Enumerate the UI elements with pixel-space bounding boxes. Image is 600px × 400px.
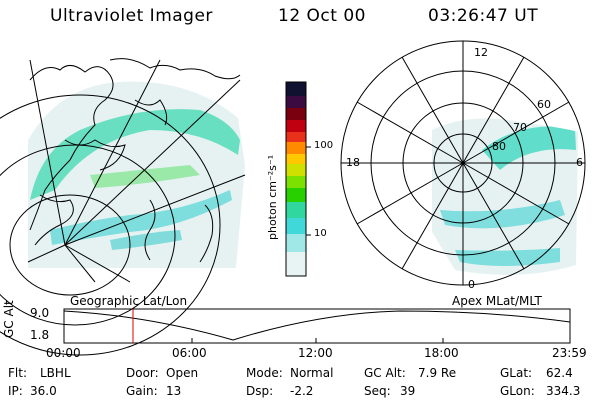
gain-value: 13 bbox=[166, 384, 182, 398]
altitude-timeline bbox=[63, 308, 571, 344]
timeline-xtick-1200: 12:00 bbox=[298, 346, 333, 360]
geographic-grid bbox=[0, 59, 246, 356]
colorbar-tick-100: 100 bbox=[314, 140, 334, 151]
instrument-title: Ultraviolet Imager bbox=[50, 6, 213, 26]
mode-value: Normal bbox=[290, 366, 334, 380]
timeline-xtick-0000: 00:00 bbox=[46, 346, 81, 360]
glon-label: GLon: bbox=[500, 384, 535, 398]
colorbar-tick-10: 10 bbox=[314, 228, 327, 239]
colorbar bbox=[285, 81, 311, 277]
right-map-caption: Apex MLat/MLT bbox=[452, 294, 542, 308]
dsp-label: Dsp: bbox=[246, 384, 274, 398]
mlat-label-80: 80 bbox=[492, 140, 506, 153]
filter-value: LBHL bbox=[40, 366, 71, 380]
mlt-label-12: 12 bbox=[474, 46, 488, 59]
time-label: 03:26:47 UT bbox=[428, 6, 539, 26]
glat-label: GLat: bbox=[500, 366, 533, 380]
ip-label: IP: bbox=[8, 384, 23, 398]
door-value: Open bbox=[166, 366, 199, 380]
ip-value: 36.0 bbox=[30, 384, 57, 398]
mlat-label-70: 70 bbox=[513, 121, 527, 134]
mlt-label-0: 0 bbox=[468, 278, 475, 291]
timeline-ytick-top: 9.0 bbox=[30, 306, 50, 320]
mode-label: Mode: bbox=[246, 366, 283, 380]
timeline-xtick-2359: 23:59 bbox=[552, 346, 587, 360]
seq-label: Seq: bbox=[364, 384, 391, 398]
door-label: Door: bbox=[126, 366, 159, 380]
date-label: 12 Oct 00 bbox=[278, 6, 366, 26]
glon-value: 334.3 bbox=[546, 384, 581, 398]
mlt-grid bbox=[340, 40, 586, 286]
gcalt-value: 7.9 Re bbox=[418, 366, 457, 380]
seq-value: 39 bbox=[400, 384, 416, 398]
gcalt-label: GC Alt: bbox=[364, 366, 406, 380]
left-map-caption: Geographic Lat/Lon bbox=[70, 294, 188, 308]
colorbar-unit-label: photon cm⁻²s⁻¹ bbox=[266, 154, 279, 240]
mlat-label-60: 60 bbox=[537, 98, 551, 111]
dsp-value: -2.2 bbox=[290, 384, 314, 398]
filter-label: Flt: bbox=[8, 366, 27, 380]
gain-label: Gain: bbox=[126, 384, 158, 398]
timeline-xtick-0600: 06:00 bbox=[172, 346, 207, 360]
timeline-ytick-bottom: 1.8 bbox=[30, 328, 50, 342]
glat-value: 62.4 bbox=[546, 366, 573, 380]
timeline-ylabel: GC Alt bbox=[2, 300, 16, 338]
right-emission-image bbox=[432, 118, 578, 275]
timeline-xtick-1800: 18:00 bbox=[424, 346, 459, 360]
mlt-label-18: 18 bbox=[346, 156, 360, 169]
left-emission-image bbox=[28, 81, 245, 269]
mlt-label-6: 6 bbox=[576, 156, 583, 169]
